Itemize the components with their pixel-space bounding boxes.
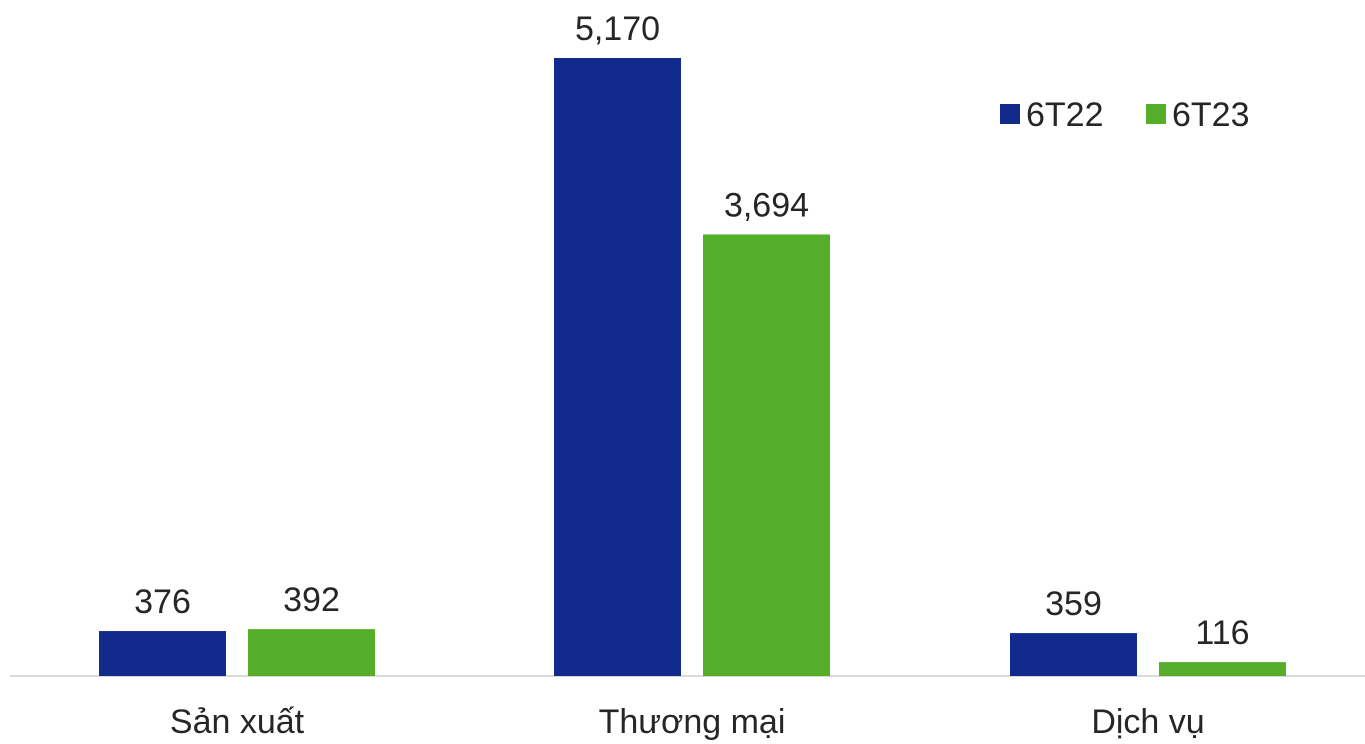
legend-label-6t23: 6T23 [1172, 96, 1250, 134]
category-label-3: Dịch vụ [1091, 703, 1204, 741]
legend-swatch-6t23 [1146, 104, 1166, 124]
bar-6t23-3 [1159, 662, 1286, 676]
data-label-6t22-1: 376 [134, 583, 191, 621]
bar-6t23-1 [248, 629, 375, 676]
bar-6t22-3 [1010, 633, 1137, 676]
data-label-6t23-1: 392 [283, 581, 340, 619]
bars-group [99, 58, 1286, 676]
data-label-6t22-3: 359 [1045, 585, 1102, 623]
legend-label-6t22: 6T22 [1026, 96, 1104, 134]
category-label-1: Sản xuất [170, 703, 305, 741]
legend: 6T22 6T23 [1000, 96, 1250, 134]
data-label-6t23-2: 3,694 [724, 186, 809, 224]
category-label-2: Thương mại [599, 703, 786, 741]
data-label-6t22-2: 5,170 [575, 10, 660, 48]
bar-6t23-2 [703, 234, 830, 676]
legend-swatch-6t22 [1000, 104, 1020, 124]
bar-6t22-2 [554, 58, 681, 676]
data-labels-group: 376 392 5,170 3,694 359 116 [134, 10, 1249, 652]
data-label-6t23-3: 116 [1195, 614, 1249, 652]
category-labels-group: Sản xuất Thương mại Dịch vụ [170, 703, 1205, 741]
bar-6t22-1 [99, 631, 226, 676]
